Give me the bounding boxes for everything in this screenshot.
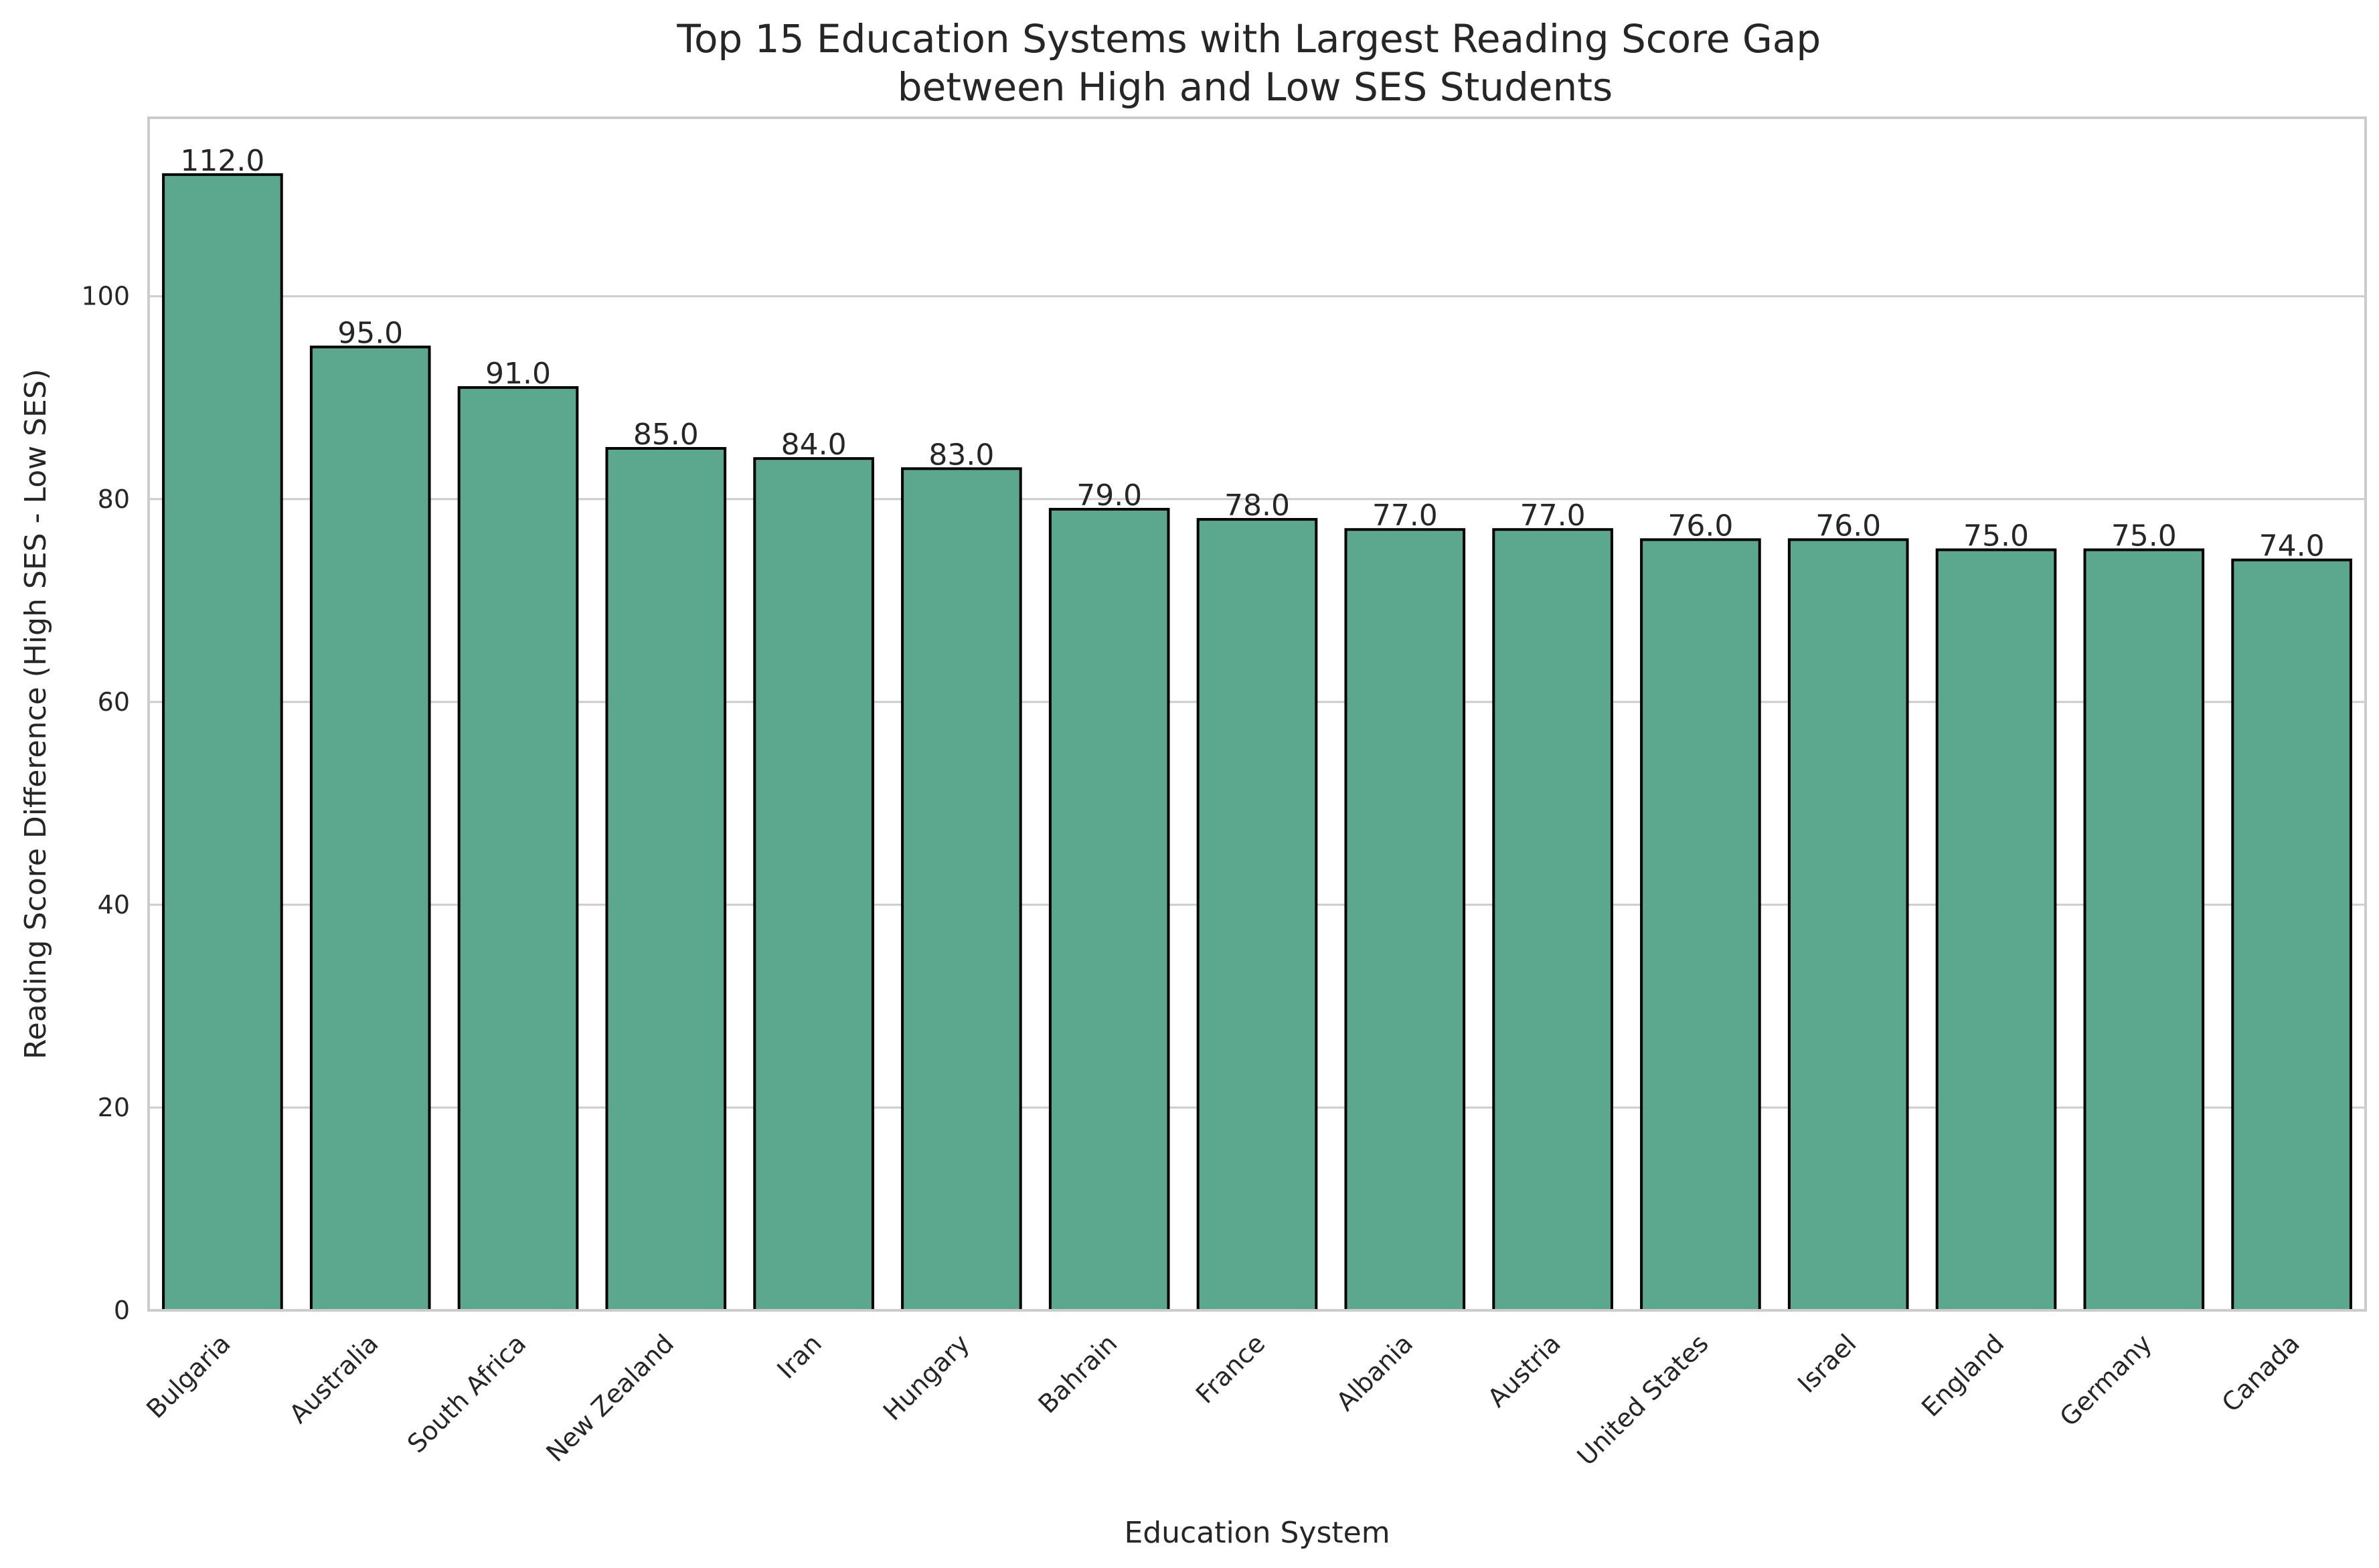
data-label: 78.0 (1224, 489, 1290, 523)
bar (1935, 548, 2057, 1312)
x-tick-label: Israel (1792, 1328, 1862, 1399)
chart-title-line-2: between High and Low SES Students (898, 64, 1613, 110)
bar (1196, 518, 1318, 1312)
x-tick-label: Hungary (878, 1328, 975, 1426)
data-labels: 112.0 95.0 91.0 85.0 84.0 83.0 79.0 78.0 77.0 77.… (180, 144, 2324, 563)
bar (901, 467, 1022, 1312)
y-tick-labels: 0 20 40 60 80 100 (81, 282, 130, 1325)
bar (457, 386, 579, 1312)
x-tick-labels: Bulgaria Australia South Africa New Zealand… (141, 1328, 2305, 1471)
x-tick-label: Austria (1482, 1328, 1566, 1413)
x-tick-label: Albania (1331, 1328, 1418, 1416)
bar (1048, 507, 1170, 1312)
x-tick-label: Bahrain (1033, 1328, 1123, 1419)
bars (162, 173, 2352, 1312)
data-label: 85.0 (633, 418, 699, 452)
x-tick-label: Germany (2054, 1328, 2158, 1432)
bar (753, 457, 874, 1312)
bar (605, 446, 727, 1312)
y-axis-label: Reading Score Difference (High SES - Low… (19, 369, 53, 1059)
x-tick-label: England (1916, 1328, 2009, 1422)
bar (162, 173, 283, 1312)
plot-frame (147, 116, 2367, 1312)
data-label: 83.0 (928, 438, 994, 472)
x-tick-label: Iran (771, 1328, 827, 1385)
x-tick-label: New Zealand (540, 1328, 679, 1468)
y-tick-label: 100 (81, 282, 130, 311)
data-label: 95.0 (337, 316, 403, 350)
x-tick-label: Canada (2216, 1328, 2305, 1417)
data-label: 76.0 (1815, 509, 1881, 543)
y-tick-label: 40 (98, 890, 130, 920)
data-label: 75.0 (1963, 519, 2029, 553)
bar (1344, 528, 1466, 1312)
y-tick-label: 0 (114, 1296, 130, 1325)
data-label: 75.0 (2111, 519, 2177, 553)
x-tick-label: Australia (284, 1328, 384, 1429)
x-axis-label: Education System (1124, 1516, 1390, 1550)
bar (2083, 548, 2205, 1312)
y-tick-label: 60 (98, 687, 130, 717)
data-label: 79.0 (1076, 478, 1142, 513)
data-label: 91.0 (485, 357, 551, 391)
bar (309, 345, 431, 1312)
bar (1787, 538, 1909, 1312)
chart-title-line-1: Top 15 Education Systems with Largest Re… (676, 16, 1821, 62)
data-label: 76.0 (1667, 509, 1733, 543)
data-label: 74.0 (2259, 529, 2325, 563)
y-tick-label: 80 (98, 485, 130, 514)
bar (2231, 558, 2352, 1312)
data-label: 112.0 (180, 144, 264, 178)
x-tick-label: Bulgaria (141, 1328, 236, 1424)
bar (1640, 538, 1761, 1312)
x-tick-label: France (1190, 1328, 1270, 1409)
bar (1492, 528, 1613, 1312)
x-tick-label: United States (1572, 1328, 1714, 1471)
data-label: 77.0 (1520, 499, 1586, 533)
data-label: 84.0 (781, 428, 847, 462)
chart-title: Top 15 Education Systems with Largest Re… (676, 16, 1833, 110)
y-tick-label: 20 (98, 1093, 130, 1122)
x-tick-label: South Africa (402, 1328, 531, 1458)
data-label: 77.0 (1372, 499, 1438, 533)
